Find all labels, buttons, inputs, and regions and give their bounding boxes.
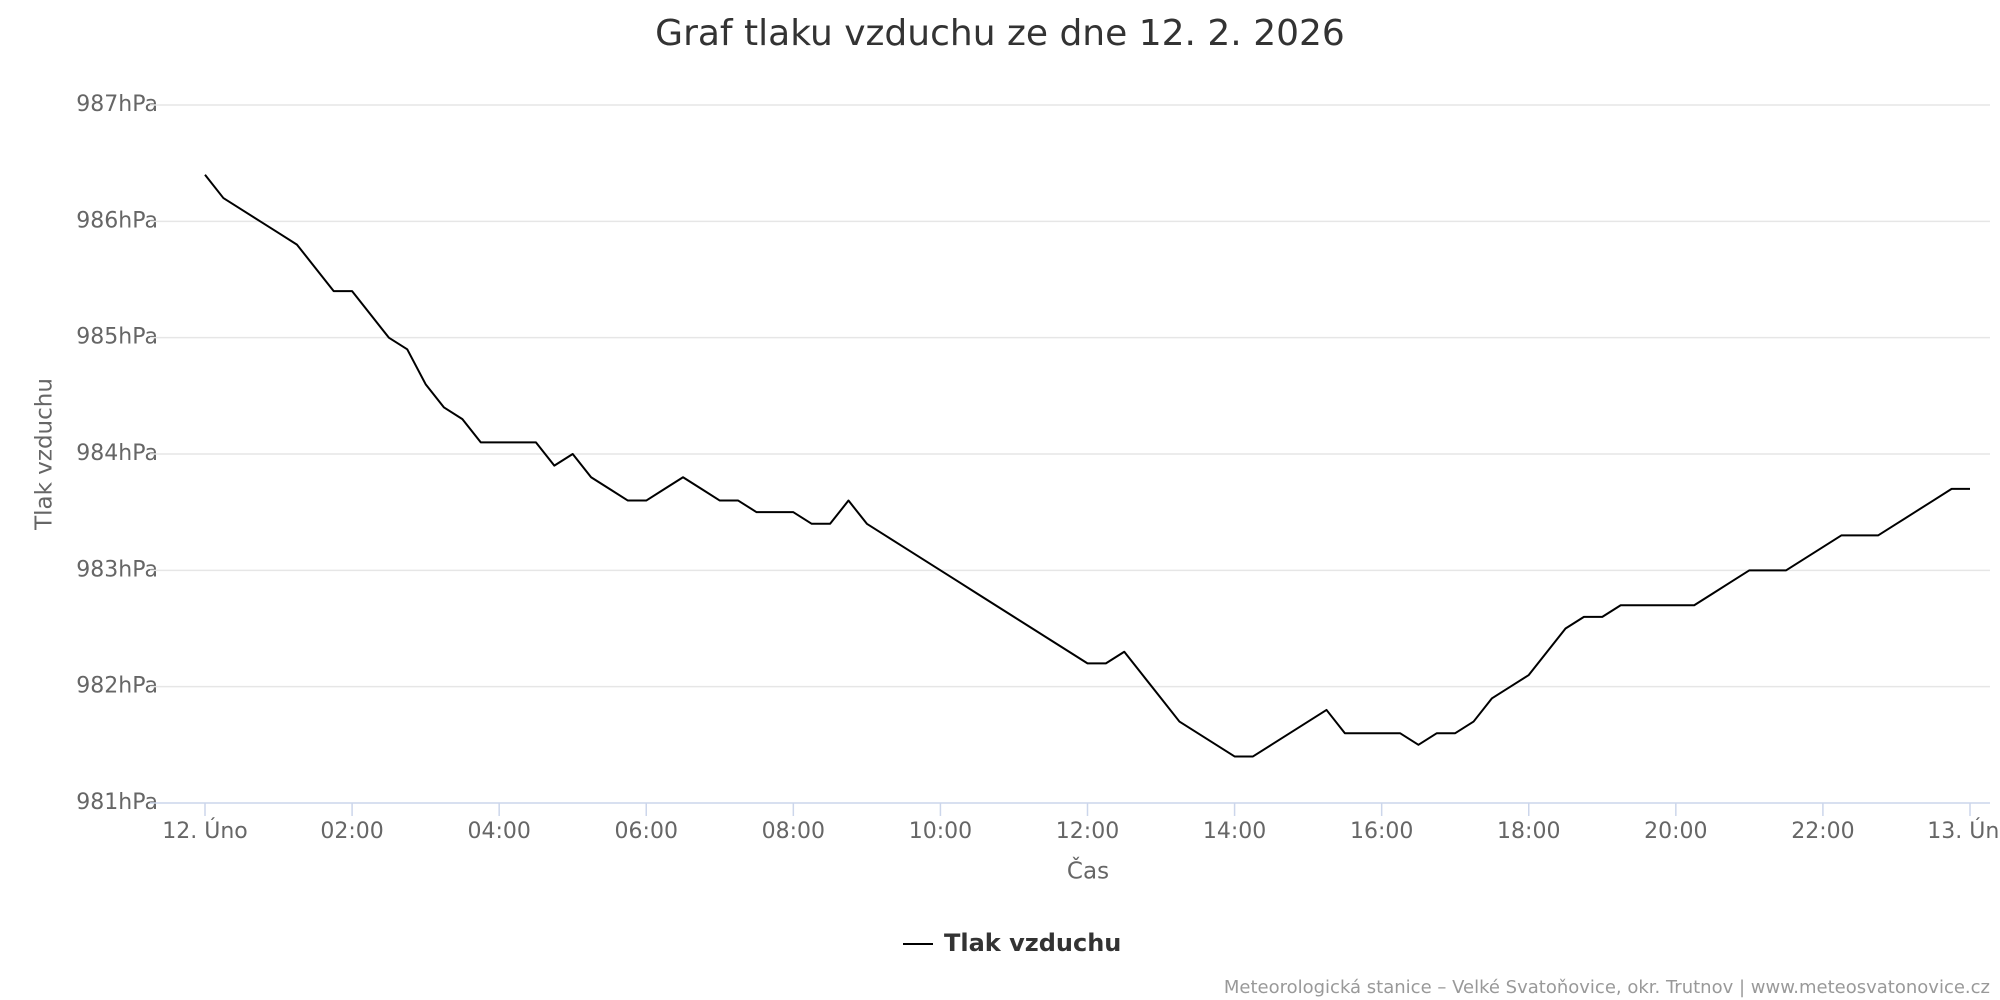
y-tick-label: 985hPa bbox=[76, 325, 158, 350]
legend-label: Tlak vzduchu bbox=[944, 929, 1121, 957]
x-axis-title: Čas bbox=[1067, 857, 1109, 885]
x-tick-label: 12. Úno bbox=[162, 818, 248, 844]
chart-title: Graf tlaku vzduchu ze dne 12. 2. 2026 bbox=[655, 13, 1345, 54]
y-tick-label: 983hPa bbox=[76, 557, 158, 582]
series-line bbox=[204, 174, 1970, 758]
y-axis-title: Tlak vzduchu bbox=[32, 378, 58, 531]
y-tick-label: 982hPa bbox=[76, 674, 158, 699]
x-tick-label: 14:00 bbox=[1203, 819, 1266, 844]
y-tick-label: 986hPa bbox=[76, 208, 158, 233]
credits: Meteorologická stanice – Velké Svatoňovi… bbox=[1224, 977, 1990, 998]
x-tick-label: 08:00 bbox=[762, 819, 825, 844]
x-tick-label: 13. Úno bbox=[1927, 818, 2000, 844]
x-tick-label: 16:00 bbox=[1350, 819, 1413, 844]
y-tick-label: 987hPa bbox=[76, 92, 158, 117]
x-tick-label: 06:00 bbox=[615, 819, 678, 844]
y-tick-label: 981hPa bbox=[76, 790, 158, 815]
x-tick-label: 22:00 bbox=[1791, 819, 1854, 844]
x-tick-label: 12:00 bbox=[1056, 819, 1119, 844]
x-tick-label: 20:00 bbox=[1644, 819, 1707, 844]
x-tick-label: 10:00 bbox=[909, 819, 972, 844]
x-tick-label: 02:00 bbox=[320, 819, 383, 844]
y-tick-label: 984hPa bbox=[76, 441, 158, 466]
x-tick-label: 18:00 bbox=[1497, 819, 1560, 844]
x-tick-label: 04:00 bbox=[467, 819, 530, 844]
